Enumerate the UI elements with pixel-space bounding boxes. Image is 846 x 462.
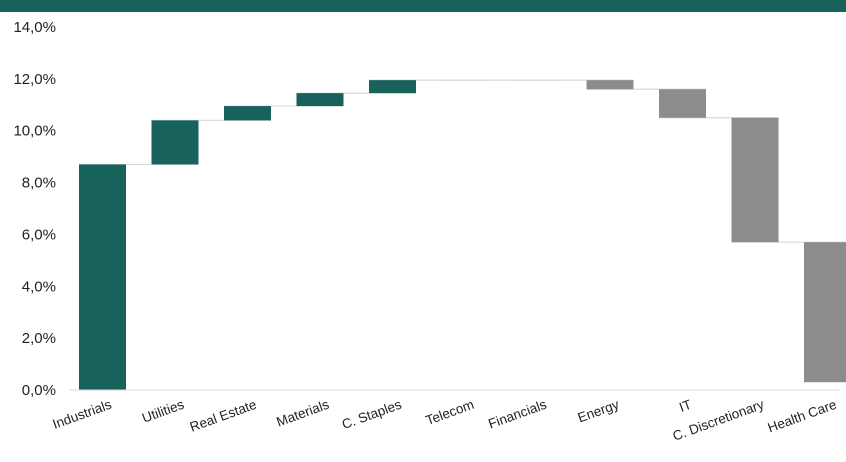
y-tick-label: 12,0% bbox=[13, 71, 56, 88]
x-tick-label: Materials bbox=[274, 397, 331, 430]
y-tick-label: 8,0% bbox=[22, 175, 56, 192]
x-tick-label: Industrials bbox=[51, 397, 114, 432]
y-tick-label: 0,0% bbox=[22, 382, 56, 399]
x-tick-label: C. Staples bbox=[340, 397, 404, 432]
y-axis: 0,0% 2,0% 4,0% 6,0% 8,0% 10,0% 12,0% 14,0% bbox=[13, 19, 56, 399]
x-axis-labels: Industrials Utilities Real Estate Materials… bbox=[51, 397, 839, 444]
y-tick-label: 4,0% bbox=[22, 278, 56, 295]
x-tick-label: Telecom bbox=[424, 397, 476, 428]
bar bbox=[224, 106, 271, 121]
bar bbox=[804, 242, 846, 383]
x-tick-label: Real Estate bbox=[188, 397, 259, 435]
x-tick-label: Health Care bbox=[766, 397, 839, 436]
bar bbox=[79, 164, 126, 390]
bar bbox=[586, 80, 634, 90]
x-tick-label: Energy bbox=[576, 397, 622, 426]
bar bbox=[296, 93, 344, 107]
x-tick-label: Utilities bbox=[140, 397, 186, 426]
y-tick-label: 6,0% bbox=[22, 226, 56, 243]
bar bbox=[659, 89, 706, 118]
bars bbox=[79, 80, 846, 390]
y-tick-label: 2,0% bbox=[22, 330, 56, 347]
y-tick-label: 14,0% bbox=[13, 19, 56, 36]
bar bbox=[369, 80, 416, 94]
y-tick-label: 10,0% bbox=[13, 123, 56, 140]
x-tick-label: Financials bbox=[486, 397, 548, 432]
x-tick-label: IT bbox=[677, 397, 693, 415]
title-bar bbox=[0, 0, 846, 12]
bar bbox=[731, 117, 779, 243]
bar bbox=[151, 120, 199, 165]
